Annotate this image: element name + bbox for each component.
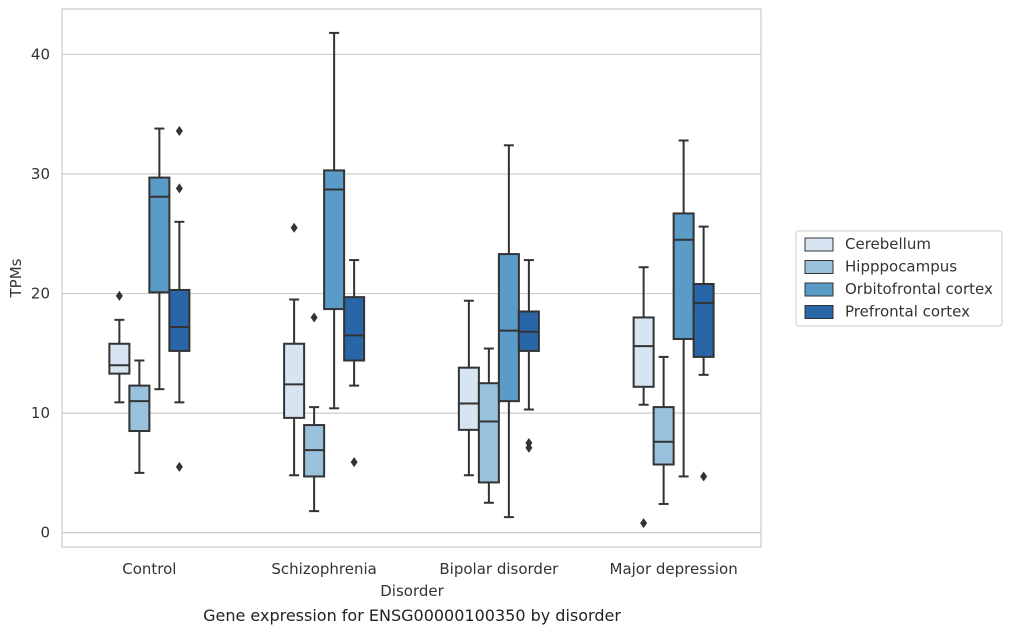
box-iqr bbox=[108, 342, 131, 375]
box-orbitofrontal-cortex bbox=[672, 139, 695, 478]
box-iqr bbox=[652, 406, 675, 466]
box-hipppocampus bbox=[652, 355, 675, 505]
legend-label: Cerebellum bbox=[845, 235, 931, 253]
legend-swatch bbox=[804, 237, 834, 252]
outlier-point bbox=[310, 312, 318, 323]
y-tick-labels: 0 10 20 30 40 bbox=[31, 45, 50, 541]
box-iqr bbox=[128, 384, 151, 433]
box-cerebellum bbox=[283, 222, 306, 477]
plot-frame bbox=[61, 8, 762, 548]
chart-caption: Gene expression for ENSG00000100350 by d… bbox=[203, 606, 621, 625]
box-cerebellum bbox=[632, 266, 655, 529]
legend: Cerebellum Hipppocampus Orbitofrontal cort… bbox=[795, 230, 1003, 327]
legend-swatch bbox=[804, 305, 834, 319]
box-iqr bbox=[477, 382, 500, 484]
box-orbitofrontal-cortex bbox=[323, 31, 346, 410]
outlier-point bbox=[525, 442, 533, 453]
box-iqr bbox=[692, 282, 715, 358]
box-prefrontal-cortex bbox=[517, 259, 540, 453]
outlier-point bbox=[175, 461, 183, 472]
x-tick-label: Schizophrenia bbox=[271, 560, 376, 578]
box-orbitofrontal-cortex bbox=[148, 127, 171, 391]
legend-label: Prefrontal cortex bbox=[845, 303, 970, 321]
legend-label: Orbitofrontal cortex bbox=[845, 280, 993, 298]
outlier-point bbox=[640, 518, 648, 529]
outlier-point bbox=[350, 457, 358, 468]
box-iqr bbox=[632, 316, 655, 388]
box-hipppocampus bbox=[303, 312, 326, 513]
box-iqr bbox=[343, 296, 366, 362]
box-prefrontal-cortex bbox=[692, 225, 715, 482]
box-hipppocampus bbox=[128, 359, 151, 474]
box-iqr bbox=[283, 342, 306, 419]
outlier-point bbox=[290, 222, 298, 233]
box-cerebellum bbox=[108, 290, 131, 404]
x-axis-label: Disorder bbox=[380, 582, 444, 600]
boxes-layer bbox=[108, 31, 715, 529]
legend-swatch bbox=[804, 282, 834, 297]
box-iqr bbox=[497, 253, 520, 403]
y-tick-label: 0 bbox=[40, 524, 50, 542]
box-iqr bbox=[457, 366, 480, 431]
box-iqr bbox=[168, 288, 191, 352]
y-tick-label: 40 bbox=[31, 45, 50, 63]
box-prefrontal-cortex bbox=[343, 259, 366, 468]
x-tick-label: Bipolar disorder bbox=[439, 560, 559, 578]
x-tick-labels: Control Schizophrenia Bipolar disorder Majo… bbox=[122, 560, 737, 578]
x-tick-label: Control bbox=[122, 560, 176, 578]
y-axis-label: TPMs bbox=[7, 258, 25, 298]
x-tick-label: Major depression bbox=[610, 560, 738, 578]
legend-swatch bbox=[804, 260, 834, 274]
legend-label: Hipppocampus bbox=[845, 258, 957, 276]
outlier-point bbox=[175, 125, 183, 136]
box-iqr bbox=[672, 212, 695, 340]
y-tick-label: 30 bbox=[31, 165, 50, 183]
box-iqr bbox=[148, 176, 171, 294]
box-prefrontal-cortex bbox=[168, 125, 191, 472]
outlier-point bbox=[175, 183, 183, 194]
outlier-point bbox=[115, 290, 123, 301]
legend-frame bbox=[795, 230, 1003, 327]
box-orbitofrontal-cortex bbox=[497, 144, 520, 519]
box-hipppocampus bbox=[477, 347, 500, 504]
y-tick-label: 20 bbox=[31, 285, 50, 303]
outlier-point bbox=[700, 471, 708, 482]
box-iqr bbox=[323, 169, 346, 311]
y-tick-label: 10 bbox=[31, 404, 50, 422]
